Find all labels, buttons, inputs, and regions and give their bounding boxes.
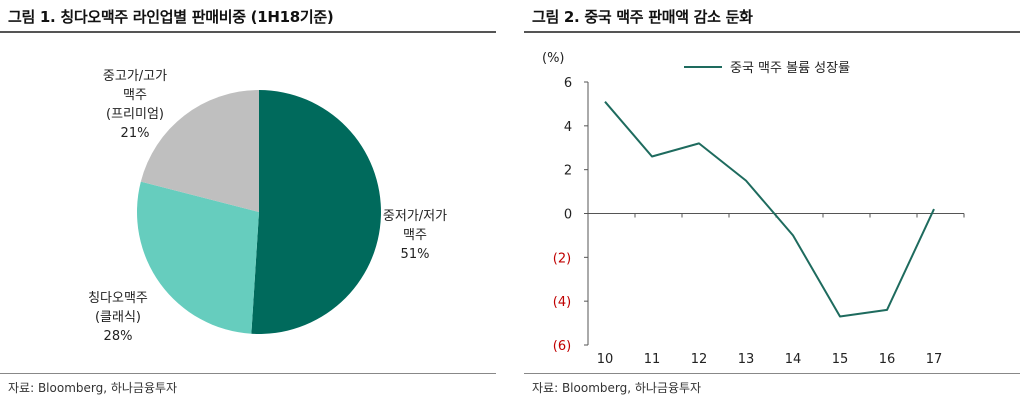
pie-slice: [251, 90, 381, 335]
source-divider: [0, 373, 496, 374]
x-tick-label: 14: [785, 352, 802, 367]
chart-title: 그림 2. 중국 맥주 판매액 감소 둔화: [532, 8, 753, 26]
y-tick-label: 6: [564, 76, 572, 91]
pie-chart: 중저가/저가맥주51%칭다오맥주(클래식)28%중고가/고가맥주(프리미엄)21…: [88, 69, 447, 344]
slice-label: 맥주: [123, 88, 147, 103]
slice-value-label: 21%: [121, 126, 150, 141]
x-tick-label: 15: [832, 352, 849, 367]
y-tick-label: (4): [553, 295, 571, 310]
slice-label: 칭다오맥주: [88, 291, 148, 306]
slice-label: (프리미엄): [106, 107, 164, 122]
x-tick-label: 17: [926, 352, 943, 367]
slice-label: 중고가/고가: [103, 69, 167, 84]
slice-label: (클래식): [95, 310, 141, 325]
x-tick-label: 13: [738, 352, 755, 367]
pie-slice: [136, 181, 259, 334]
line-chart-panel: 그림 2. 중국 맥주 판매액 감소 둔화 (%) 6 4 2 0 (2) (4) (6) 10…: [524, 0, 1024, 402]
y-tick-label: 4: [564, 120, 572, 135]
x-tick-label: 16: [879, 352, 896, 367]
y-unit-label: (%): [542, 51, 565, 66]
slice-value-label: 51%: [401, 247, 430, 262]
pie-slice: [140, 90, 259, 212]
slice-label: 맥주: [403, 228, 427, 243]
source-note: 자료: Bloomberg, 하나금융투자: [8, 381, 178, 395]
series-line: [604, 101, 935, 318]
source-note: 자료: Bloomberg, 하나금융투자: [532, 381, 702, 395]
legend-label: 중국 맥주 볼륨 성장률: [730, 61, 850, 76]
y-tick-label: (6): [553, 339, 571, 354]
x-tick-label: 10: [597, 352, 614, 367]
title-divider: [0, 31, 496, 33]
slice-label: 중저가/저가: [383, 209, 447, 224]
y-tick-label: (2): [553, 251, 571, 266]
x-tick-label: 11: [644, 352, 661, 367]
x-tick-label: 12: [691, 352, 708, 367]
chart-title: 그림 1. 칭다오맥주 라인업별 판매비중 (1H18기준): [8, 8, 334, 26]
line-chart: (%) 6 4 2 0 (2) (4) (6) 10 11 12 13 14 15 16 17 중국 맥주 볼륨…: [542, 51, 965, 367]
source-divider: [524, 373, 1020, 374]
slice-value-label: 28%: [104, 329, 133, 344]
y-tick-label: 0: [564, 208, 572, 223]
title-divider: [524, 31, 1020, 33]
y-tick-label: 2: [564, 164, 572, 179]
pie-chart-panel: 그림 1. 칭다오맥주 라인업별 판매비중 (1H18기준) 중저가/저가 맥주 5…: [0, 0, 500, 402]
